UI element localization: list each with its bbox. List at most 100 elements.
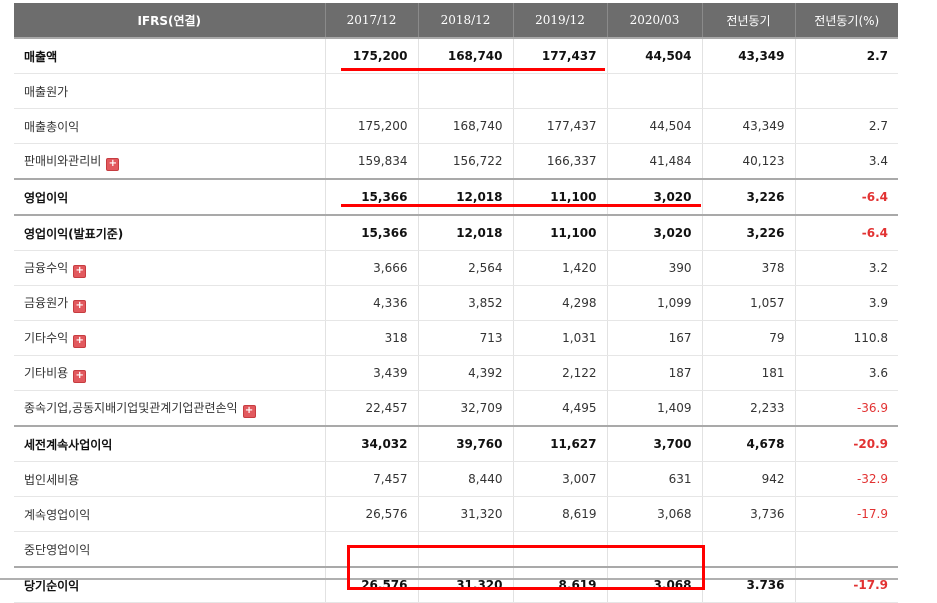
row-label-cell: 법인세비용 [14, 461, 325, 497]
value-cell: 3,007 [512, 461, 607, 497]
value-cell: 8.619 [512, 567, 607, 603]
row-label: 중단영업이익 [24, 542, 91, 557]
expand-plus-icon[interactable]: + [242, 404, 256, 418]
red-underline-revenue [341, 68, 605, 71]
row-label: 세전계속사업이익 [24, 437, 113, 452]
value-cell: 41,484 [606, 143, 702, 180]
table-row: 판매비와관리비 +159,834 156,722 166,337 41,484 40,12… [14, 143, 898, 180]
table-row: 매출총이익 175,200 168,740 177,437 44,504 43,349 2.… [14, 108, 898, 144]
value-cell: 1,031 [512, 320, 607, 356]
value-cell: 34,032 [324, 426, 418, 462]
red-box-net-income [347, 545, 705, 590]
value-cell: 12,018 [417, 215, 513, 251]
value-cell: 3,226 [701, 179, 795, 216]
value-cell: 166,337 [512, 143, 607, 180]
value-cell [794, 73, 898, 109]
row-label-cell: 영업이익 [14, 179, 325, 216]
value-cell: 43,349 [701, 108, 795, 144]
table-row: 법인세비용 7,457 8,440 3,007 631 942 -32.9 [14, 461, 898, 497]
expand-plus-icon[interactable]: + [73, 334, 87, 348]
row-label-cell: 금융원가 + [14, 285, 325, 321]
row-label: 기타수익 [24, 330, 69, 345]
table-row: 금융수익 +3,666 2,564 1,420 390 378 3.2 [14, 250, 898, 286]
header-2020-03: 2020/03 [606, 3, 702, 38]
value-cell: 3,226 [701, 215, 795, 251]
value-cell: 177,437 [512, 108, 607, 144]
value-cell: 32,709 [417, 390, 513, 427]
value-cell [701, 73, 795, 109]
table-row: 영업이익 15,366 12,018 11,100 3,020 3,226 -6.4 [14, 179, 898, 216]
value-cell: 3.4 [794, 143, 898, 180]
row-label-cell: 매출액 [14, 38, 325, 74]
value-cell: 79 [701, 320, 795, 356]
value-cell: 1,409 [606, 390, 702, 427]
table-header-row: IFRS(연결) 2017/12 2018/12 2019/12 2020/03… [14, 3, 898, 38]
row-label-cell: 당기순이익 [14, 567, 325, 603]
value-cell: 156,722 [417, 143, 513, 180]
financial-statement-table: IFRS(연결) 2017/12 2018/12 2019/12 2020/03… [14, 3, 898, 603]
value-cell: 167 [606, 320, 702, 356]
value-cell: 3.6 [794, 355, 898, 391]
value-cell [606, 73, 702, 109]
value-cell: 11,627 [512, 426, 607, 462]
row-label: 매출액 [24, 49, 58, 64]
value-cell: 3.736 [701, 567, 795, 603]
row-label: 매출총이익 [24, 119, 80, 134]
row-label-cell: 판매비와관리비 + [14, 143, 325, 180]
value-cell: 175,200 [324, 108, 418, 144]
table-row: 영업이익(발표기준) 15,366 12,018 11,100 3,020 3,226 -6… [14, 215, 898, 251]
value-cell: 1,420 [512, 250, 607, 286]
value-cell: 168,740 [417, 38, 513, 74]
value-cell: -32.9 [794, 461, 898, 497]
row-label-cell: 중단영업이익 [14, 531, 325, 568]
value-cell: 187 [606, 355, 702, 391]
row-label-cell: 기타비용 + [14, 355, 325, 391]
value-cell [324, 73, 418, 109]
table-row: 세전계속사업이익 34,032 39,760 11,627 3,700 4,678 -20.… [14, 426, 898, 462]
value-cell [417, 73, 513, 109]
row-label-cell: 종속기업,공동지배기업및관계기업관련손익 + [14, 390, 325, 427]
value-cell: 31.320 [417, 567, 513, 603]
value-cell: 631 [606, 461, 702, 497]
row-label: 금융원가 [24, 295, 69, 310]
value-cell: 3,020 [606, 179, 702, 216]
header-prev-year-period: 전년동기 [701, 3, 795, 38]
value-cell: 44,504 [606, 108, 702, 144]
value-cell: 44,504 [606, 38, 702, 74]
expand-plus-icon[interactable]: + [73, 264, 87, 278]
table-row: 금융원가 +4,336 3,852 4,298 1,099 1,057 3.9 [14, 285, 898, 321]
value-cell: 942 [701, 461, 795, 497]
value-cell: 168,740 [417, 108, 513, 144]
table-row: 매출액 175,200 168,740 177,437 44,504 43,349 2.7 [14, 38, 898, 74]
row-label: 계속영업이익 [24, 507, 91, 522]
value-cell: 39,760 [417, 426, 513, 462]
expand-plus-icon[interactable]: + [73, 369, 87, 383]
row-label: 매출원가 [24, 84, 69, 99]
value-cell: 1,057 [701, 285, 795, 321]
value-cell: 22,457 [324, 390, 418, 427]
value-cell: 40,123 [701, 143, 795, 180]
row-label-cell: 세전계속사업이익 [14, 426, 325, 462]
table-row: 매출원가 [14, 73, 898, 109]
value-cell: 177,437 [512, 38, 607, 74]
value-cell: 3,666 [324, 250, 418, 286]
row-label: 영업이익 [24, 190, 69, 205]
expand-plus-icon[interactable]: + [73, 299, 87, 313]
table-bottom-border [0, 578, 898, 580]
value-cell: 2,564 [417, 250, 513, 286]
value-cell: 110.8 [794, 320, 898, 356]
value-cell [794, 531, 898, 568]
value-cell [701, 531, 795, 568]
value-cell [324, 531, 418, 568]
value-cell: 3.9 [794, 285, 898, 321]
value-cell: 318 [324, 320, 418, 356]
value-cell: 2.7 [794, 38, 898, 74]
value-cell: -6.4 [794, 215, 898, 251]
expand-plus-icon[interactable]: + [106, 157, 120, 171]
value-cell: 12,018 [417, 179, 513, 216]
value-cell: 3,700 [606, 426, 702, 462]
value-cell: -17.9 [794, 496, 898, 532]
value-cell: 4,298 [512, 285, 607, 321]
value-cell [512, 531, 607, 568]
value-cell: 175,200 [324, 38, 418, 74]
